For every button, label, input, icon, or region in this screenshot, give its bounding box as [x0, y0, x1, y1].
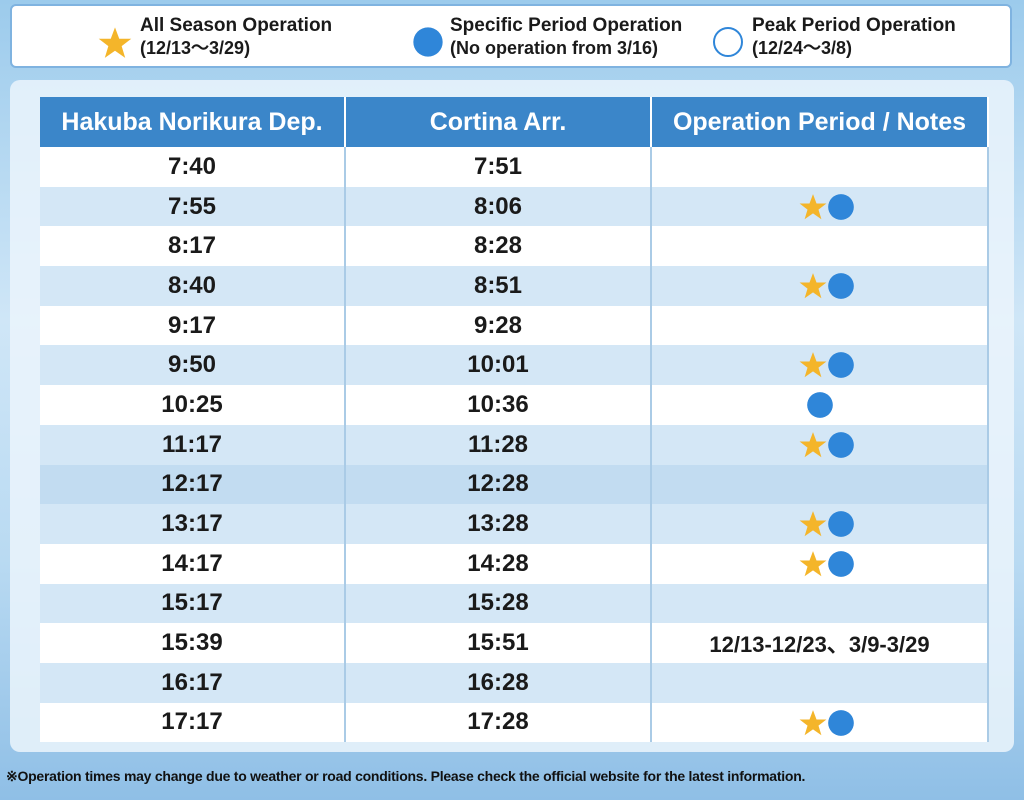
table-row: 17:17 17:28 — [40, 702, 989, 743]
notes-cell — [651, 226, 989, 267]
departure-cell: 13:17 — [40, 504, 346, 544]
notes-cell — [651, 385, 989, 425]
circle-icon — [412, 26, 444, 58]
star-icon — [799, 550, 827, 578]
legend-item: Specific Period Operation (No operation f… — [450, 14, 682, 60]
notes-cell — [651, 305, 989, 346]
legend-period: (12/24〜3/8) — [752, 38, 853, 58]
arrival-cell: 8:28 — [345, 226, 652, 267]
arrival-cell: 17:28 — [345, 702, 652, 743]
legend-title: All Season Operation — [140, 15, 333, 36]
legend-title: Specific Period Operation — [450, 15, 683, 36]
departure-cell: 8:40 — [40, 266, 346, 306]
table-body: 7:40 7:51 7:55 8:06 8:17 8:28 8:40 8:51 9:17 9:28… — [40, 147, 989, 743]
star-icon — [799, 272, 827, 300]
star-icon — [799, 709, 827, 737]
departure-cell: 17:17 — [40, 702, 346, 743]
table-row: 14:17 14:28 — [40, 543, 989, 584]
table-row: 13:17 13:28 — [40, 504, 989, 544]
legend-period: (12/13〜3/29) — [140, 38, 251, 58]
circle-icon — [806, 391, 834, 419]
table-row: 7:55 8:06 — [40, 186, 989, 227]
table-row: 8:17 8:28 — [40, 226, 989, 267]
departure-cell: 11:17 — [40, 424, 346, 465]
table-row: 9:17 9:28 — [40, 305, 989, 346]
notes-cell — [651, 504, 989, 544]
arrival-cell: 12:28 — [345, 464, 652, 505]
departure-cell: 12:17 — [40, 464, 346, 505]
arrival-cell: 8:51 — [345, 266, 652, 306]
star-icon — [799, 351, 827, 379]
departure-cell: 16:17 — [40, 662, 346, 703]
table-row: 9:50 10:01 — [40, 345, 989, 386]
circle-icon — [827, 510, 855, 538]
star-icon — [799, 510, 827, 538]
departure-cell: 9:50 — [40, 345, 346, 386]
notes-cell — [651, 662, 989, 703]
legend-title: Peak Period Operation — [752, 15, 956, 36]
notes-cell — [651, 266, 989, 306]
header-cell: Cortina Arr. — [345, 97, 652, 147]
circle-icon — [827, 351, 855, 379]
legend: All Season Operation (12/13〜3/29) Specifi… — [10, 4, 1012, 68]
footer-note: ※Operation times may change due to weath… — [6, 768, 806, 784]
departure-cell: 8:17 — [40, 226, 346, 267]
legend-period: (No operation from 3/16) — [450, 38, 659, 58]
table-row: 8:40 8:51 — [40, 266, 989, 306]
arrival-cell: 10:01 — [345, 345, 652, 386]
departure-cell: 7:55 — [40, 186, 346, 227]
arrival-cell: 10:36 — [345, 385, 652, 425]
header-cell: Hakuba Norikura Dep. — [40, 97, 346, 147]
departure-cell: 14:17 — [40, 543, 346, 584]
legend-item: All Season Operation (12/13〜3/29) — [140, 14, 332, 60]
arrival-cell: 13:28 — [345, 504, 652, 544]
arrival-cell: 8:06 — [345, 186, 652, 227]
circle-icon — [827, 550, 855, 578]
arrival-cell: 9:28 — [345, 305, 652, 346]
arrival-cell: 14:28 — [345, 543, 652, 584]
table-row: 12:17 12:28 — [40, 464, 989, 505]
header-row: Hakuba Norikura Dep. Cortina Arr. Operat… — [40, 97, 989, 147]
departure-cell: 15:17 — [40, 583, 346, 624]
table-row: 15:39 15:51 12/13-12/23、3/9-3/29 — [40, 623, 989, 663]
notes-cell — [651, 583, 989, 624]
departure-cell: 7:40 — [40, 147, 346, 187]
departure-cell: 9:17 — [40, 305, 346, 346]
table-row: 16:17 16:28 — [40, 662, 989, 703]
notes-cell — [651, 702, 989, 743]
circle-icon — [827, 272, 855, 300]
table-row: 7:40 7:51 — [40, 147, 989, 187]
header-cell: Operation Period / Notes — [651, 97, 989, 147]
table-row: 11:17 11:28 — [40, 424, 989, 465]
notes-cell — [651, 464, 989, 505]
circle-icon — [827, 431, 855, 459]
notes-cell — [651, 424, 989, 465]
arrival-cell: 16:28 — [345, 662, 652, 703]
ring-icon — [712, 26, 744, 58]
star-icon — [98, 26, 132, 60]
arrival-cell: 15:51 — [345, 623, 652, 663]
circle-icon — [827, 193, 855, 221]
timetable: Hakuba Norikura Dep. Cortina Arr. Operat… — [40, 97, 989, 743]
table-row: 10:25 10:36 — [40, 385, 989, 425]
arrival-cell: 7:51 — [345, 147, 652, 187]
star-icon — [799, 193, 827, 221]
notes-cell — [651, 345, 989, 386]
notes-cell — [651, 186, 989, 227]
notes-cell — [651, 147, 989, 187]
arrival-cell: 11:28 — [345, 424, 652, 465]
notes-cell — [651, 543, 989, 584]
departure-cell: 10:25 — [40, 385, 346, 425]
notes-cell: 12/13-12/23、3/9-3/29 — [651, 623, 989, 663]
departure-cell: 15:39 — [40, 623, 346, 663]
table-row: 15:17 15:28 — [40, 583, 989, 624]
arrival-cell: 15:28 — [345, 583, 652, 624]
legend-item: Peak Period Operation (12/24〜3/8) — [752, 14, 956, 60]
circle-icon — [827, 709, 855, 737]
star-icon — [799, 431, 827, 459]
